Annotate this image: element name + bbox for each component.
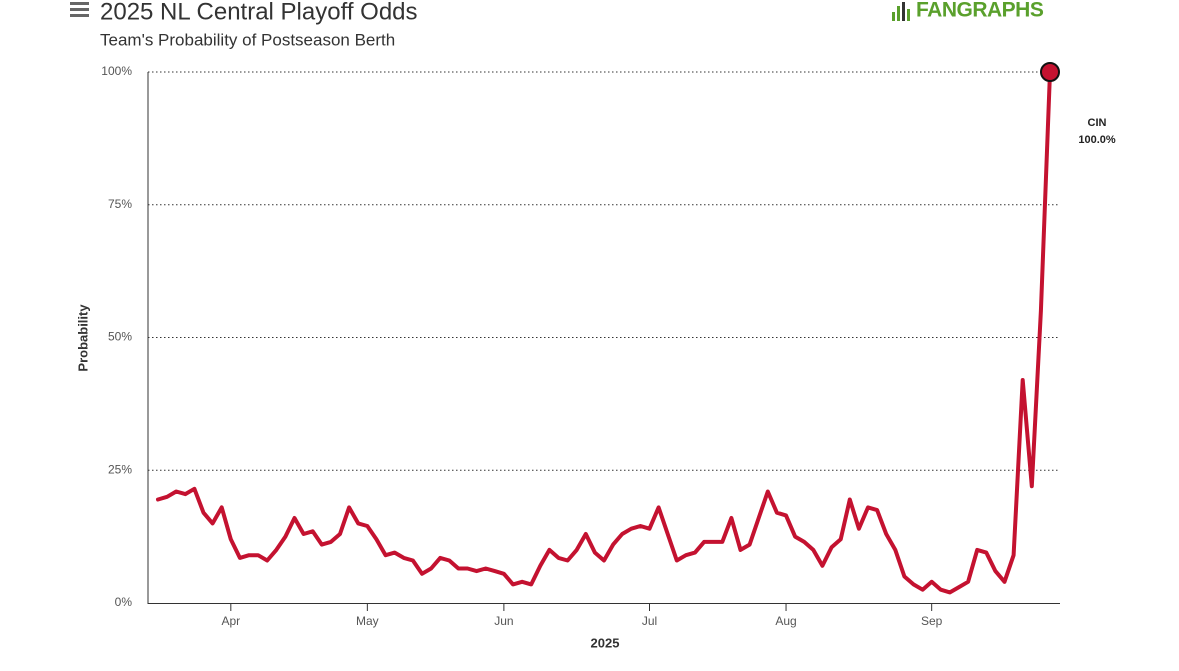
- y-tick-label: 100%: [101, 64, 132, 78]
- end-marker: [1040, 62, 1060, 82]
- series-label: CIN: [1088, 117, 1107, 129]
- menu-bar: [70, 14, 89, 17]
- logo-bar: [897, 6, 900, 21]
- x-axis-label: 2025: [591, 635, 620, 650]
- y-tick-label: 25%: [108, 462, 132, 476]
- chart-subtitle: Team's Probability of Postseason Berth: [100, 30, 395, 49]
- menu-bar: [70, 2, 89, 5]
- x-tick-label: May: [356, 614, 379, 628]
- menu-icon[interactable]: [70, 2, 89, 17]
- y-tick-label: 0%: [115, 595, 133, 609]
- logo-bar: [902, 2, 905, 21]
- logo-bar: [892, 12, 895, 21]
- logo-bar: [907, 9, 910, 21]
- x-tick-label: Jul: [642, 614, 657, 628]
- x-tick-label: Aug: [775, 614, 796, 628]
- x-tick-label: Jun: [494, 614, 513, 628]
- data-label: 100.0%: [1078, 134, 1116, 146]
- x-tick-label: Sep: [921, 614, 943, 628]
- y-axis-label: Probability: [75, 304, 90, 372]
- x-tick-label: Apr: [221, 614, 240, 628]
- logo: FANGRAPHS: [916, 0, 1044, 22]
- y-tick-label: 75%: [108, 197, 132, 211]
- series-line: [156, 70, 1052, 595]
- chart-title: 2025 NL Central Playoff Odds: [100, 0, 418, 25]
- menu-bar: [70, 8, 89, 11]
- y-tick-label: 50%: [108, 330, 132, 344]
- logo-icon: [892, 2, 910, 21]
